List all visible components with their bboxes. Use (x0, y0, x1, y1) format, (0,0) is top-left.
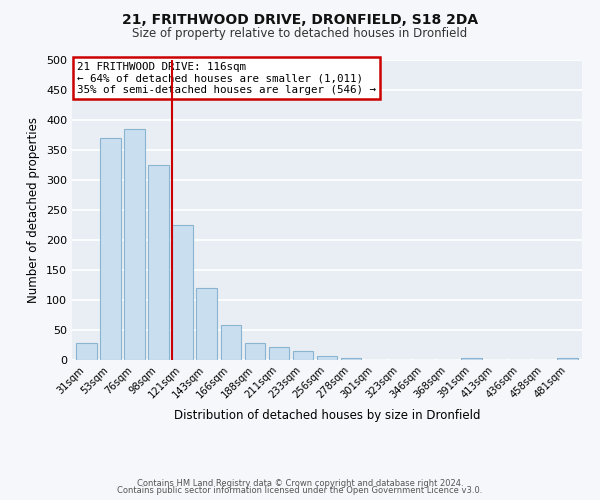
Bar (293, 351, 313, 360)
Text: 21, FRITHWOOD DRIVE, DRONFIELD, S18 2DA: 21, FRITHWOOD DRIVE, DRONFIELD, S18 2DA (122, 12, 478, 26)
Bar (148, 165, 169, 360)
Bar (221, 325, 241, 360)
Text: Contains HM Land Registry data © Crown copyright and database right 2024.: Contains HM Land Registry data © Crown c… (137, 478, 463, 488)
Bar (341, 358, 361, 360)
Bar (172, 225, 193, 360)
Y-axis label: Number of detached properties: Number of detached properties (28, 117, 40, 303)
Bar (269, 348, 289, 360)
Bar (557, 358, 578, 360)
X-axis label: Distribution of detached houses by size in Dronfield: Distribution of detached houses by size … (174, 409, 480, 422)
Text: 21 FRITHWOOD DRIVE: 116sqm
← 64% of detached houses are smaller (1,011)
35% of s: 21 FRITHWOOD DRIVE: 116sqm ← 64% of deta… (77, 62, 376, 94)
Text: Size of property relative to detached houses in Dronfield: Size of property relative to detached ho… (133, 28, 467, 40)
Bar (245, 343, 265, 360)
Bar (124, 129, 145, 360)
Bar (76, 343, 97, 360)
Bar (196, 288, 217, 360)
Bar (317, 356, 337, 360)
Bar (100, 138, 121, 360)
Bar (461, 358, 482, 360)
Text: Contains public sector information licensed under the Open Government Licence v3: Contains public sector information licen… (118, 486, 482, 495)
